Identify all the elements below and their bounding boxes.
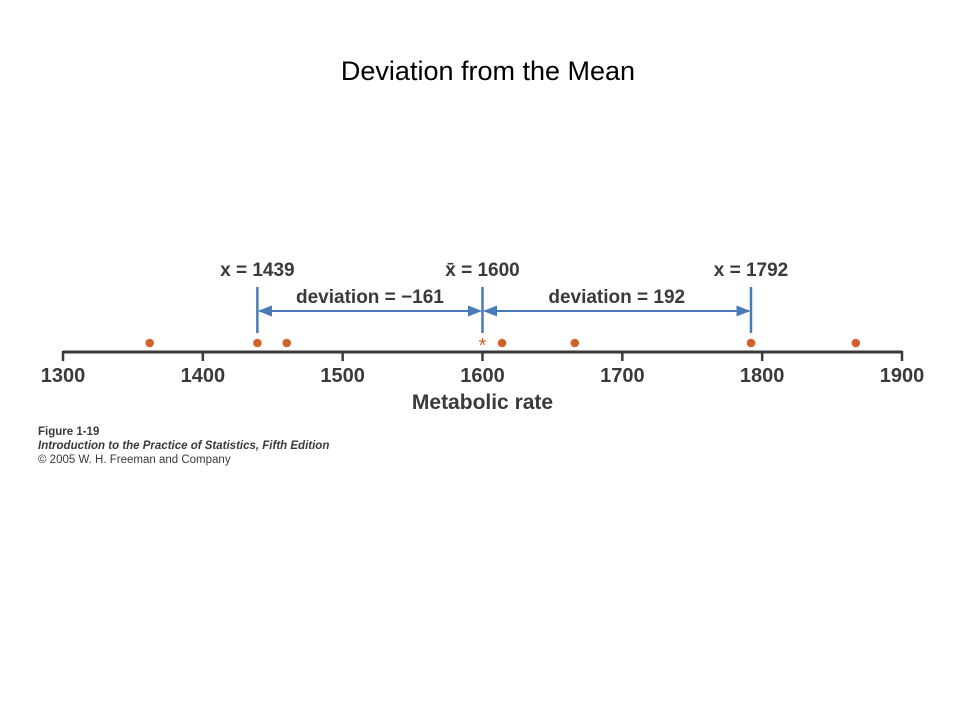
deviation-label: deviation = −161: [296, 287, 444, 308]
figure-caption: Figure 1-19 Introduction to the Practice…: [38, 425, 329, 467]
slide-title: Deviation from the Mean: [340, 56, 636, 86]
data-point: [145, 338, 154, 348]
x-tick-label: 1800: [740, 365, 785, 387]
x-tick-label: 1900: [880, 365, 925, 387]
x-axis-label: Metabolic rate: [412, 391, 553, 414]
data-point: [851, 338, 861, 348]
x-tick-label: 1600: [460, 365, 505, 387]
data-point: [497, 338, 507, 348]
caption-figure-number: Figure 1-19: [38, 426, 100, 438]
deviation-label: deviation = 192: [548, 287, 685, 308]
data-point: [282, 338, 292, 348]
x-value-label: x = 1792: [714, 260, 789, 281]
caption-copyright: © 2005 W. H. Freeman and Company: [38, 454, 231, 466]
caption-book-title: Introduction to the Practice of Statisti…: [38, 440, 330, 452]
x-tick-label: 1400: [181, 365, 226, 387]
x-tick-label: 1300: [41, 365, 86, 387]
x-tick-label: 1700: [600, 365, 645, 387]
x-tick-label: 1500: [320, 365, 365, 387]
x-value-label: x = 1439: [220, 260, 295, 281]
mean-value-label: x̄ = 1600: [445, 260, 520, 281]
mean-marker: *: [479, 335, 487, 357]
data-point: [570, 338, 580, 348]
data-point: [746, 338, 756, 348]
data-point: [253, 338, 262, 348]
